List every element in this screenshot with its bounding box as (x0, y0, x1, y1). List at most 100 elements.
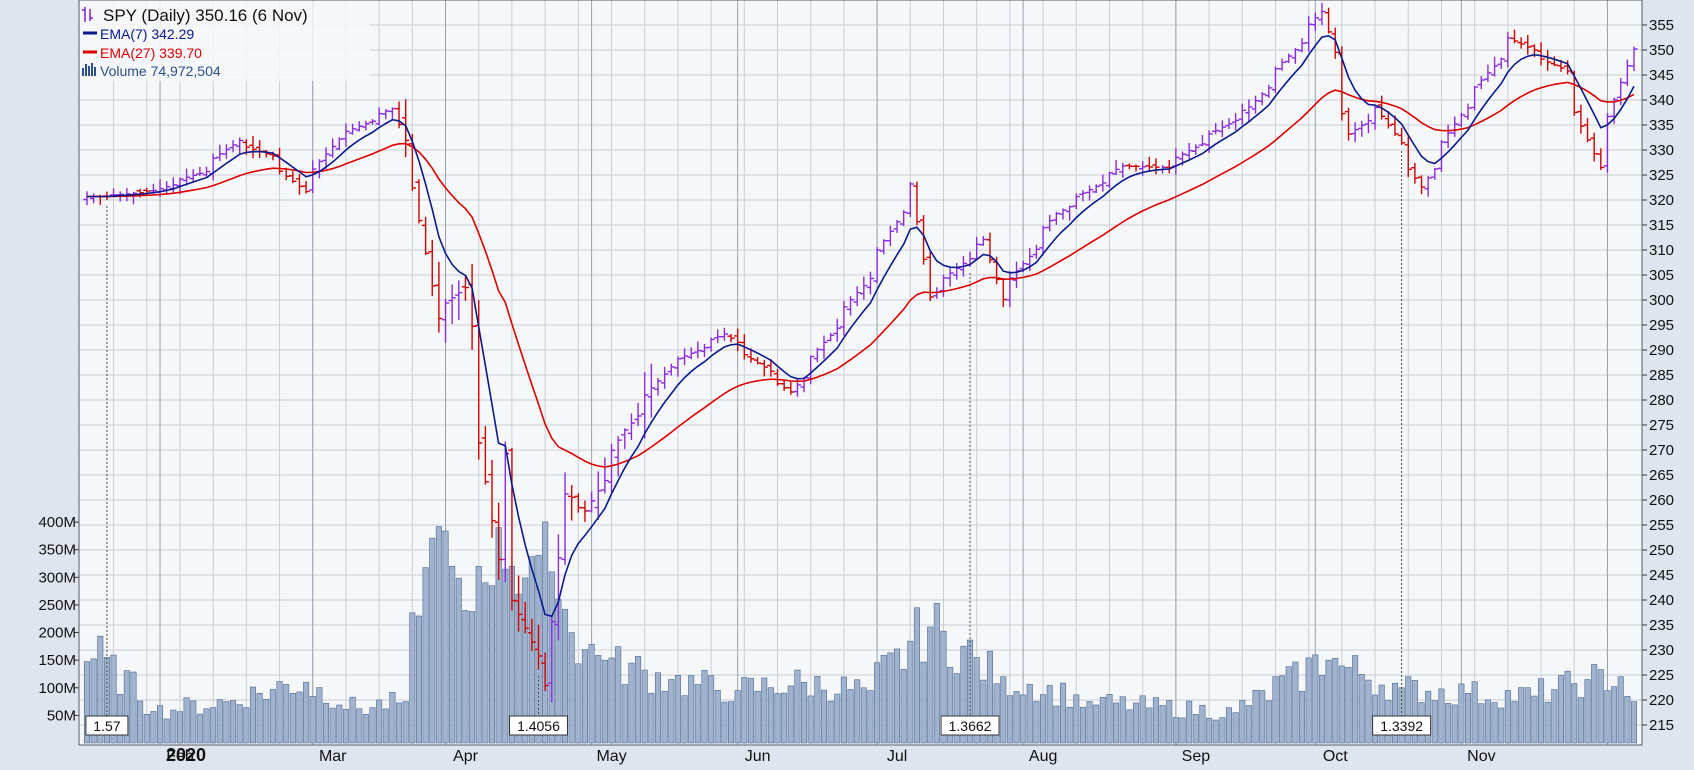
volume-bar (721, 701, 728, 744)
volume-bar (422, 567, 429, 744)
ema-slow-legend-label: EMA(27) 339.70 (100, 45, 202, 61)
ohlc-bar (561, 472, 569, 565)
annotation-label: 1.4056 (517, 718, 560, 734)
volume-bar (455, 577, 462, 744)
x-tick-label: Apr (453, 748, 479, 765)
volume-bar (1219, 717, 1226, 744)
volume-bar (369, 707, 376, 744)
ohlc-bar (1358, 120, 1366, 137)
price-tick-label: 335 (1649, 117, 1674, 134)
volume-bar (1577, 697, 1584, 744)
ohlc-bar (182, 168, 191, 186)
ohlc-bar (660, 366, 669, 389)
volume-bar (269, 689, 276, 744)
ohlc-bar (1517, 37, 1525, 49)
ohlc-bar (1583, 118, 1592, 143)
ohlc-bar (866, 271, 875, 295)
ohlc-bar (621, 428, 629, 450)
x-tick-label: Feb (166, 748, 194, 765)
volume-bar (1591, 664, 1598, 744)
ohlc-bar (1192, 144, 1200, 155)
ohlc-bar (1092, 184, 1100, 193)
volume-bar (1172, 717, 1179, 744)
ohlc-bar (1537, 42, 1545, 66)
ohlc-bar (1085, 185, 1094, 201)
x-tick-label: May (596, 748, 626, 765)
ohlc-bar (395, 101, 403, 129)
volume-bar (143, 713, 150, 744)
volume-bar (183, 697, 190, 744)
ohlc-bar (893, 220, 901, 233)
axes: 215 220 225 230 235 240 245 250 255 260 265 270 275 2… (38, 17, 1674, 765)
volume-bar (654, 672, 662, 744)
volume-bar (1617, 676, 1624, 744)
price-tick-label: 280 (1649, 392, 1674, 409)
ohlc-bar (707, 337, 715, 352)
ohlc-bar (528, 618, 536, 651)
volume-bar (1504, 690, 1511, 744)
ohlc-bar (1105, 171, 1114, 189)
volume-bar (469, 611, 476, 744)
volume-bar (130, 671, 137, 744)
volume-bar (608, 657, 615, 744)
price-tick-label: 340 (1649, 92, 1674, 109)
ohlc-bar (1577, 104, 1585, 134)
ohlc-bar (1471, 85, 1479, 111)
ohlc-bar (1497, 57, 1505, 69)
volume-tick-label: 350M (38, 542, 76, 559)
volume-legend-label: Volume 74,972,504 (100, 63, 221, 79)
ohlc-bar (913, 181, 921, 226)
volume-bar (157, 705, 164, 744)
volume-bar (741, 677, 748, 744)
volume-bar (97, 635, 104, 744)
volume-bar (1245, 705, 1252, 744)
ohlc-bar (727, 333, 735, 343)
ohlc-bar (481, 426, 490, 485)
volume-bar (1524, 687, 1531, 744)
ohlc-bar (554, 534, 563, 641)
ohlc-bar (1630, 46, 1638, 72)
ohlc-bar (846, 296, 855, 316)
ohlc-bar (229, 140, 237, 153)
ohlc-bar (760, 359, 768, 377)
volume-bar (761, 677, 768, 744)
volume-bar (967, 639, 974, 744)
x-tick-label: Oct (1323, 748, 1348, 765)
volume-bar (1458, 683, 1465, 744)
ohlc-bar (919, 215, 928, 265)
ohlc-bar (1231, 113, 1240, 131)
ohlc-bar (873, 247, 881, 284)
volume-bar (801, 681, 808, 744)
volume-bar (223, 701, 230, 744)
volume-bar (289, 693, 296, 744)
ohlc-bar (720, 327, 729, 341)
volume-bar (933, 603, 940, 744)
volume-bar (1405, 676, 1412, 744)
volume-bar (1252, 689, 1259, 744)
ohlc-bar (694, 341, 702, 359)
volume-bar (854, 679, 861, 744)
price-tick-label: 350 (1649, 42, 1674, 59)
volume-bar (1352, 655, 1359, 744)
ohlc-bar (196, 166, 204, 177)
ohlc-bar (1411, 162, 1419, 184)
volume-bar (1611, 686, 1618, 744)
ohlc-bar (1072, 193, 1080, 210)
ohlc-bar (1245, 99, 1253, 123)
volume-bar (1186, 700, 1193, 744)
volume-bar (462, 610, 469, 744)
ohlc-bar (362, 120, 370, 131)
volume-bar (356, 708, 363, 744)
volume-bar (1126, 709, 1133, 744)
volume-bar (1206, 717, 1213, 744)
ohlc-bar (1331, 27, 1339, 59)
volume-bar (980, 679, 987, 744)
volume-bar (402, 701, 409, 744)
volume-bar (1099, 696, 1106, 744)
volume-bar (1491, 702, 1498, 744)
ema-lines (87, 34, 1635, 618)
volume-bar (382, 708, 389, 744)
ohlc-bar (1457, 112, 1466, 128)
volume-bar (661, 690, 668, 744)
x-tick-label: Jul (887, 748, 907, 765)
